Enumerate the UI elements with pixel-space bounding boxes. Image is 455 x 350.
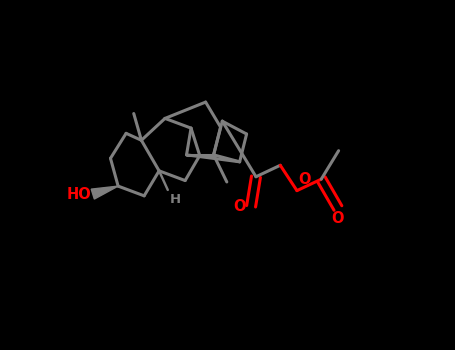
Text: H: H xyxy=(170,194,181,206)
Polygon shape xyxy=(91,186,118,199)
Text: O: O xyxy=(332,211,344,226)
Text: HO: HO xyxy=(66,187,91,202)
Text: O: O xyxy=(298,172,311,187)
Text: O: O xyxy=(233,199,246,214)
